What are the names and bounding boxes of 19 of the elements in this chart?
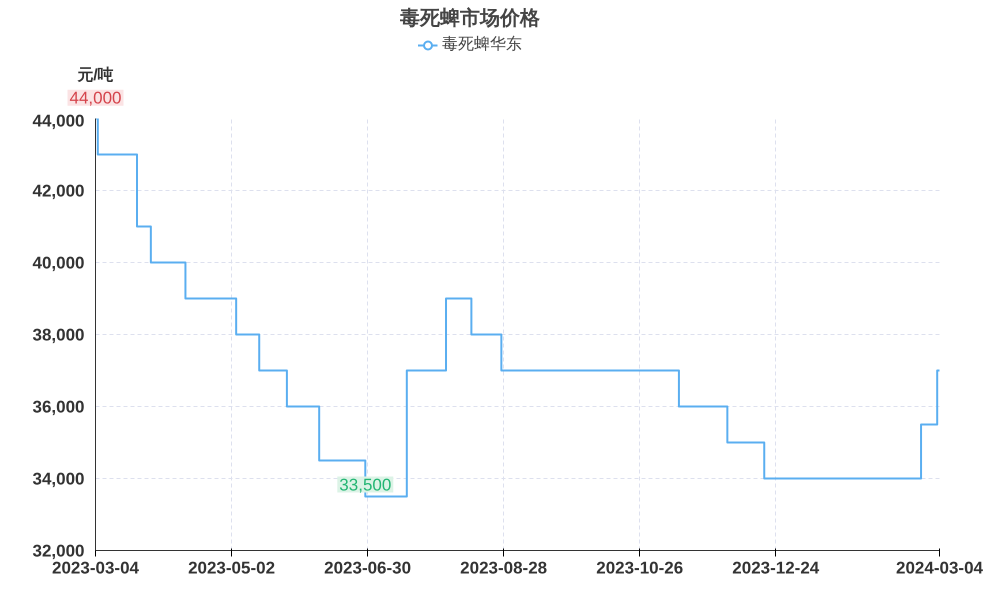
x-tick-label: 2023-08-28 [460, 558, 548, 578]
y-tick-label: 36,000 [32, 398, 85, 416]
x-tick-label: 2023-06-30 [324, 558, 412, 578]
y-tick-label: 44,000 [32, 112, 85, 130]
x-tick-label: 2023-12-24 [732, 558, 820, 578]
x-tick-label: 2023-03-04 [52, 558, 140, 578]
y-axis-title: 元/吨 [76, 66, 114, 84]
x-tick-label: 2023-05-02 [188, 558, 276, 578]
x-tick-label: 2024-03-04 [896, 558, 984, 578]
y-tick-label: 34,000 [32, 470, 85, 488]
y-tick-label: 38,000 [32, 326, 85, 344]
y-tick-label: 40,000 [32, 254, 85, 272]
annotation: 33,500 [339, 476, 392, 494]
x-tick-label: 2023-10-26 [596, 558, 684, 578]
y-tick-label: 32,000 [32, 542, 85, 560]
legend-label: 毒死蜱华东 [442, 34, 522, 55]
chart-title: 毒死蜱市场价格 [399, 6, 541, 30]
y-tick-label: 42,000 [32, 182, 85, 200]
annotation: 44,000 [70, 88, 122, 108]
